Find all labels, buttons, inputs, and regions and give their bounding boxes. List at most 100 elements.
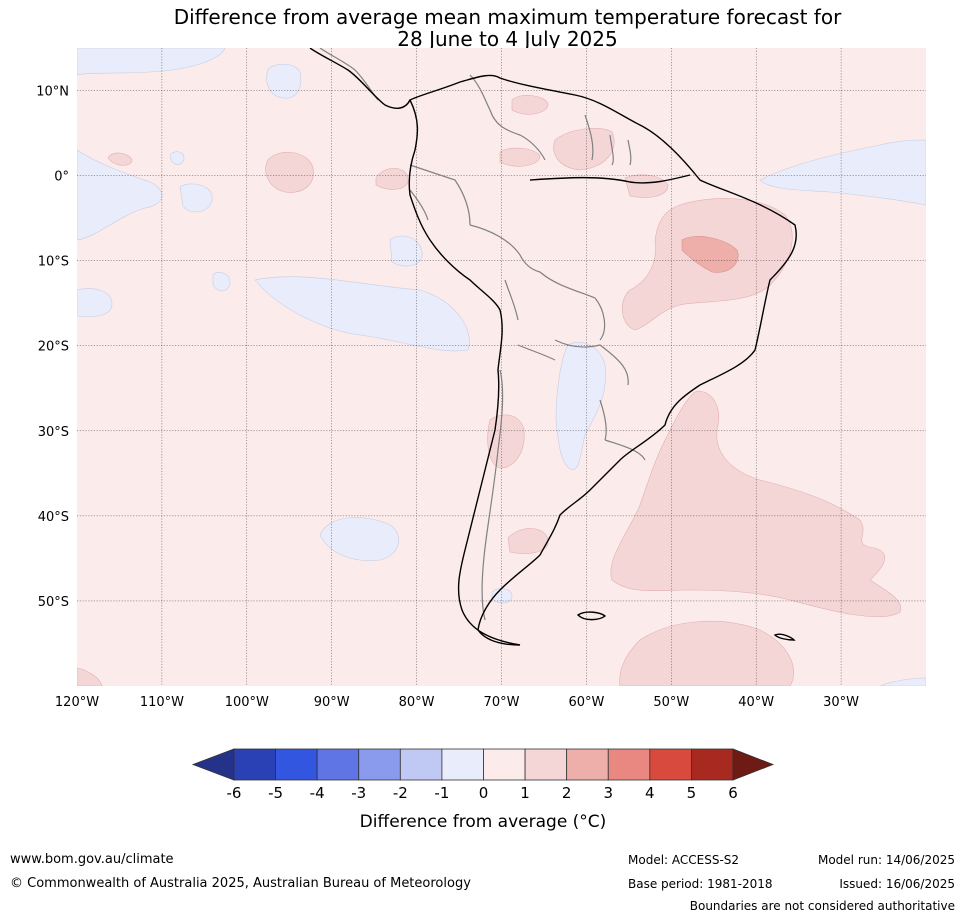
colorbar-segment xyxy=(566,748,609,781)
longitude-label: 100°W xyxy=(225,695,269,710)
colorbar-segment xyxy=(275,748,318,781)
colorbar-tick-label: -1 xyxy=(434,784,449,802)
warm-region-south-atlantic xyxy=(610,391,902,618)
border-peru-bolivia xyxy=(504,279,519,321)
colorbar-segment xyxy=(233,748,276,781)
longitude-labels: 120°W 110°W 100°W 90°W 80°W 70°W 60°W 50°W 40°W 3… xyxy=(55,695,859,710)
cool-region-east-atlantic xyxy=(759,139,926,206)
model-name: Model: ACCESS-S2 xyxy=(628,853,740,867)
colorbar-segment xyxy=(441,748,484,781)
coastlines xyxy=(309,48,797,646)
latitude-labels: 10°N 0° 10°S 20°S 30°S 40°S 50°S xyxy=(36,85,69,610)
warm-region-para xyxy=(624,174,669,198)
cool-region-pacific-small xyxy=(212,272,231,291)
cool-region-east-pacific xyxy=(77,149,163,241)
longitude-label: 110°W xyxy=(140,695,184,710)
colorbar-tick-label: -2 xyxy=(393,784,408,802)
cool-region-pacific-blob-c xyxy=(169,151,185,165)
colorbar-tick-label: 5 xyxy=(687,784,697,802)
longitude-label: 40°W xyxy=(738,695,774,710)
cool-region-paraguay xyxy=(555,342,606,471)
border-colombia-ecuador-peru xyxy=(409,164,471,226)
colorbar-segment xyxy=(649,748,692,781)
warm-region-south-atlantic-lower xyxy=(619,621,795,686)
warmer-region-northeast-brazil xyxy=(681,236,739,273)
colorbar-min-arrow xyxy=(191,748,235,781)
latitude-label: 0° xyxy=(54,170,69,185)
colorbar-tick-label: 3 xyxy=(603,784,613,802)
border-colombia-venezuela xyxy=(469,74,546,161)
warm-region-pacific-small xyxy=(107,152,133,166)
longitude-label: 50°W xyxy=(653,695,689,710)
cool-region-peru-offshore xyxy=(389,235,423,267)
coastline-falklands xyxy=(576,611,607,621)
latitude-label: 10°N xyxy=(36,85,69,100)
longitude-label: 80°W xyxy=(399,695,435,710)
cool-region-north-pacific xyxy=(77,48,226,76)
border-suriname-guiana xyxy=(627,139,632,166)
warm-region-colombia xyxy=(499,147,541,167)
warm-region-guiana xyxy=(553,127,615,171)
longitude-label: 90°W xyxy=(314,695,350,710)
longitude-label: 120°W xyxy=(55,695,99,710)
latitude-label: 20°S xyxy=(38,340,69,355)
cool-region-se-corner xyxy=(879,677,926,686)
cool-anomaly-regions xyxy=(77,48,926,686)
colorbar-tick-label: -3 xyxy=(351,784,366,802)
colorbar-tick-label: -4 xyxy=(310,784,325,802)
coastline-central-america xyxy=(309,48,411,109)
longitude-label: 30°W xyxy=(823,695,859,710)
colorbar-tick-label: 4 xyxy=(645,784,655,802)
border-bolivia-brazil xyxy=(539,271,606,341)
cool-region-south-pacific-band xyxy=(254,276,470,352)
colorbar-tick-label: 0 xyxy=(479,784,489,802)
border-ecuador-peru xyxy=(409,189,429,221)
border-chile-argentina xyxy=(481,369,504,621)
map-panel xyxy=(77,48,926,686)
colorbar-segment xyxy=(691,748,734,781)
border-venezuela-guyana xyxy=(584,114,594,161)
website-link[interactable]: www.bom.gov.au/climate xyxy=(10,852,174,867)
colorbar-segment xyxy=(607,748,651,781)
issued-date: Issued: 16/06/2025 xyxy=(839,877,955,891)
cool-region-southeast-pacific xyxy=(319,517,399,561)
map-title-line-1: Difference from average mean maximum tem… xyxy=(173,5,842,29)
colorbar-tick-label: 6 xyxy=(728,784,738,802)
colorbar-segment xyxy=(399,748,443,781)
coastline-south-georgia xyxy=(773,633,796,641)
map-title-line-2: 28 June to 4 July 2025 xyxy=(397,27,618,51)
coastline-south-america xyxy=(408,74,797,646)
longitude-label: 60°W xyxy=(568,695,604,710)
colorbar: -6 -5 -4 -3 -2 -1 0 1 2 3 4 5 6 xyxy=(191,748,775,802)
border-bolivia-paraguay xyxy=(554,339,629,386)
warm-region-argentina-central xyxy=(487,414,525,469)
warmer-anomaly-regions xyxy=(681,236,739,273)
border-argentina-uruguay xyxy=(599,399,607,441)
border-uruguay-brazil xyxy=(604,439,646,461)
boundaries-disclaimer: Boundaries are not considered authoritat… xyxy=(689,899,955,913)
copyright-text: © Commonwealth of Australia 2025, Austra… xyxy=(10,876,471,891)
latitude-label: 50°S xyxy=(38,595,69,610)
longitude-label: 70°W xyxy=(484,695,520,710)
warm-region-pacific-equatorial xyxy=(265,152,314,193)
coastline-amazon-river xyxy=(529,174,691,184)
colorbar-segment xyxy=(316,748,360,781)
latitude-label: 40°S xyxy=(38,510,69,525)
warm-region-venezuela xyxy=(511,95,549,115)
colorbar-tick-label: -6 xyxy=(227,784,242,802)
colorbar-max-arrow xyxy=(732,748,775,781)
base-period: Base period: 1981-2018 xyxy=(628,877,773,891)
cool-region-pacific-blob-b xyxy=(179,183,213,213)
colorbar-tick-label: 1 xyxy=(520,784,530,802)
latitude-label: 10°S xyxy=(38,255,69,270)
colorbar-label: Difference from average (°C) xyxy=(360,812,607,832)
border-guyana-suriname xyxy=(609,134,614,166)
warm-region-sw-corner xyxy=(77,667,103,686)
model-run-date: Model run: 14/06/2025 xyxy=(817,853,955,867)
country-borders xyxy=(319,48,646,621)
border-central-america xyxy=(319,48,379,101)
colorbar-segment xyxy=(524,748,568,781)
colorbar-segment xyxy=(483,748,526,781)
colorbar-tick-label: 2 xyxy=(562,784,572,802)
